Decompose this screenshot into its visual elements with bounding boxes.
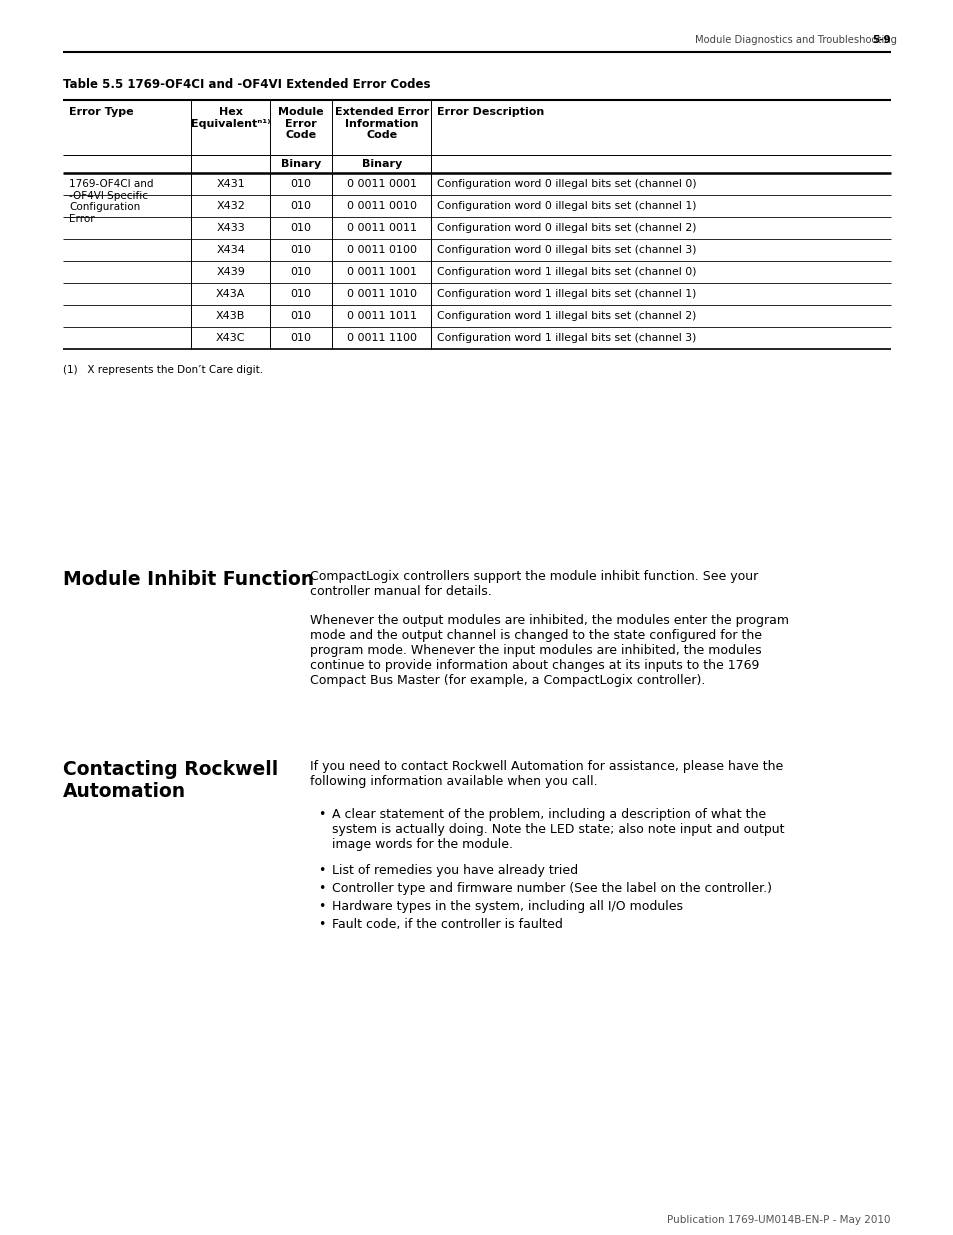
Text: 0 0011 0001: 0 0011 0001: [347, 179, 416, 189]
Text: 010: 010: [291, 245, 312, 254]
Text: If you need to contact Rockwell Automation for assistance, please have the
follo: If you need to contact Rockwell Automati…: [310, 760, 782, 788]
Text: 010: 010: [291, 333, 312, 343]
Text: X434: X434: [216, 245, 245, 254]
Text: X439: X439: [216, 267, 245, 277]
Text: Extended Error
Information
Code: Extended Error Information Code: [335, 107, 429, 141]
Text: Module Inhibit Function: Module Inhibit Function: [63, 571, 314, 589]
Text: Controller type and firmware number (See the label on the controller.): Controller type and firmware number (See…: [332, 882, 771, 895]
Text: Hardware types in the system, including all I/O modules: Hardware types in the system, including …: [332, 900, 682, 913]
Text: Table 5.5 1769-OF4CI and -OF4VI Extended Error Codes: Table 5.5 1769-OF4CI and -OF4VI Extended…: [63, 78, 430, 91]
Text: Configuration word 0 illegal bits set (channel 0): Configuration word 0 illegal bits set (c…: [437, 179, 697, 189]
Text: Configuration word 0 illegal bits set (channel 3): Configuration word 0 illegal bits set (c…: [437, 245, 697, 254]
Text: Error Type: Error Type: [69, 107, 133, 117]
Text: List of remedies you have already tried: List of remedies you have already tried: [332, 864, 578, 877]
Text: Contacting Rockwell: Contacting Rockwell: [63, 760, 278, 779]
Text: Automation: Automation: [63, 782, 186, 802]
Text: Configuration word 0 illegal bits set (channel 1): Configuration word 0 illegal bits set (c…: [437, 201, 697, 211]
Text: 010: 010: [291, 179, 312, 189]
Text: Binary: Binary: [361, 159, 401, 169]
Text: 010: 010: [291, 201, 312, 211]
Text: X43B: X43B: [215, 311, 245, 321]
Text: Whenever the output modules are inhibited, the modules enter the program
mode an: Whenever the output modules are inhibite…: [310, 614, 788, 687]
Text: A clear statement of the problem, including a description of what the
system is : A clear statement of the problem, includ…: [332, 808, 783, 851]
Text: Configuration word 1 illegal bits set (channel 3): Configuration word 1 illegal bits set (c…: [437, 333, 696, 343]
Text: Publication 1769-UM014B-EN-P - May 2010: Publication 1769-UM014B-EN-P - May 2010: [667, 1215, 890, 1225]
Text: X43C: X43C: [215, 333, 245, 343]
Text: X432: X432: [216, 201, 245, 211]
Text: 0 0011 1100: 0 0011 1100: [347, 333, 416, 343]
Text: Configuration word 0 illegal bits set (channel 2): Configuration word 0 illegal bits set (c…: [437, 224, 697, 233]
Text: Configuration word 1 illegal bits set (channel 0): Configuration word 1 illegal bits set (c…: [437, 267, 697, 277]
Text: Module Diagnostics and Troubleshooting: Module Diagnostics and Troubleshooting: [695, 35, 896, 44]
Text: 010: 010: [291, 267, 312, 277]
Text: Binary: Binary: [280, 159, 321, 169]
Text: •: •: [317, 900, 325, 913]
Text: 0 0011 1001: 0 0011 1001: [347, 267, 416, 277]
Text: 0 0011 0100: 0 0011 0100: [347, 245, 416, 254]
Text: 1769-OF4CI and
-OF4VI Specific
Configuration
Error: 1769-OF4CI and -OF4VI Specific Configura…: [69, 179, 153, 224]
Text: X43A: X43A: [215, 289, 245, 299]
Text: (1)   X represents the Don’t Care digit.: (1) X represents the Don’t Care digit.: [63, 366, 263, 375]
Text: 0 0011 0011: 0 0011 0011: [347, 224, 416, 233]
Text: 0 0011 1011: 0 0011 1011: [347, 311, 416, 321]
Text: 5-9: 5-9: [871, 35, 890, 44]
Text: X433: X433: [216, 224, 245, 233]
Text: Hex
Equivalentⁿ¹⁾: Hex Equivalentⁿ¹⁾: [191, 107, 270, 128]
Text: Configuration word 1 illegal bits set (channel 1): Configuration word 1 illegal bits set (c…: [437, 289, 696, 299]
Text: •: •: [317, 882, 325, 895]
Text: X431: X431: [216, 179, 245, 189]
Text: Fault code, if the controller is faulted: Fault code, if the controller is faulted: [332, 918, 562, 931]
Text: •: •: [317, 864, 325, 877]
Text: 010: 010: [291, 289, 312, 299]
Text: •: •: [317, 918, 325, 931]
Text: 0 0011 1010: 0 0011 1010: [347, 289, 416, 299]
Text: •: •: [317, 808, 325, 821]
Text: Error Description: Error Description: [437, 107, 544, 117]
Text: 0 0011 0010: 0 0011 0010: [347, 201, 416, 211]
Text: Module
Error
Code: Module Error Code: [278, 107, 323, 141]
Text: 010: 010: [291, 224, 312, 233]
Text: 010: 010: [291, 311, 312, 321]
Text: CompactLogix controllers support the module inhibit function. See your
controlle: CompactLogix controllers support the mod…: [310, 571, 758, 598]
Text: Configuration word 1 illegal bits set (channel 2): Configuration word 1 illegal bits set (c…: [437, 311, 696, 321]
